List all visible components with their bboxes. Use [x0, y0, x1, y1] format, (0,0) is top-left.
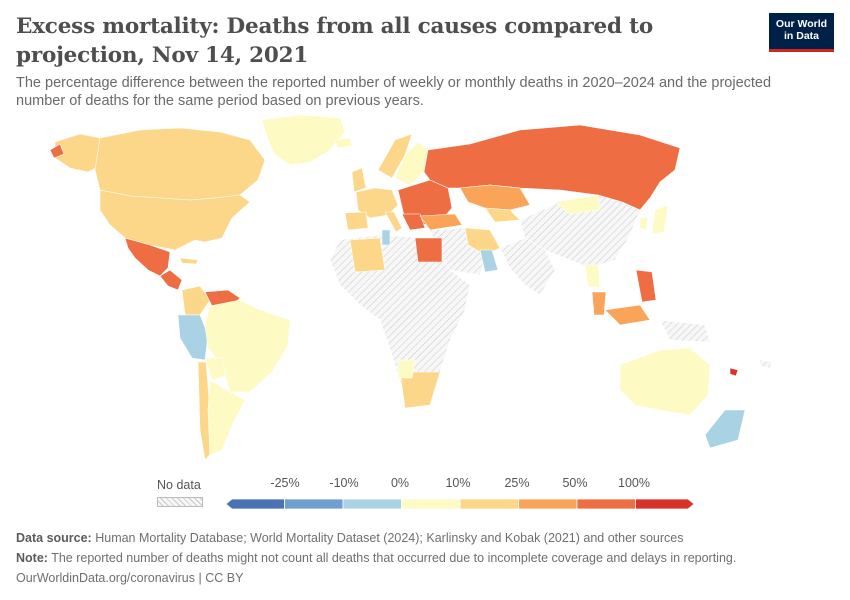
- region-central-america[interactable]: [159, 269, 183, 291]
- region-south-asia-nodata[interactable]: [499, 237, 556, 296]
- region-argentina[interactable]: [207, 379, 246, 456]
- chart-subtitle: The percentage difference between the re…: [16, 75, 772, 109]
- region-australia[interactable]: [619, 347, 711, 416]
- region-turkey[interactable]: [419, 213, 463, 231]
- legend-bin[interactable]: [342, 498, 402, 510]
- footer-source: Data source: Human Mortality Database; W…: [16, 528, 836, 548]
- region-botswana[interactable]: [397, 359, 416, 379]
- region-united-states[interactable]: [99, 189, 251, 251]
- legend-no-data-label: No data: [157, 478, 201, 492]
- region-new-caledonia[interactable]: [729, 367, 739, 377]
- region-uk[interactable]: [351, 167, 367, 193]
- legend-bin[interactable]: [225, 498, 285, 510]
- region-thailand[interactable]: [584, 264, 601, 289]
- legend-bin[interactable]: [284, 498, 344, 510]
- legend-bin[interactable]: [459, 498, 519, 510]
- region-philippines[interactable]: [635, 269, 657, 303]
- world-map: [49, 114, 773, 461]
- legend-bin[interactable]: [635, 498, 695, 510]
- legend-tick-label: 25%: [504, 476, 530, 490]
- region-alaska-tip[interactable]: [49, 143, 65, 159]
- region-norway[interactable]: [377, 133, 413, 179]
- region-balkans[interactable]: [401, 213, 426, 231]
- region-italy[interactable]: [384, 211, 403, 233]
- region-malaysia[interactable]: [591, 291, 607, 316]
- legend-bin[interactable]: [518, 498, 578, 510]
- region-japan[interactable]: [651, 204, 669, 235]
- legend-tick-label: -10%: [329, 476, 359, 490]
- region-iceland[interactable]: [333, 137, 353, 149]
- region-indonesia[interactable]: [604, 304, 651, 326]
- legend-no-data-swatch[interactable]: [157, 497, 203, 507]
- region-new-guinea-nodata[interactable]: [659, 319, 711, 343]
- region-brazil[interactable]: [204, 299, 291, 393]
- legend-tick-label: 50%: [562, 476, 588, 490]
- region-algeria[interactable]: [349, 237, 386, 273]
- region-uae-oman[interactable]: [479, 249, 499, 273]
- footer-note: Note: The reported number of deaths migh…: [16, 548, 836, 568]
- owid-logo[interactable]: Our World in Data: [769, 13, 834, 52]
- region-new-zealand[interactable]: [704, 409, 746, 449]
- region-colombia[interactable]: [181, 285, 211, 316]
- legend-color-bar: [225, 498, 695, 510]
- region-south-africa[interactable]: [399, 371, 441, 409]
- region-bolivia[interactable]: [204, 357, 227, 381]
- legend-tick-label: -25%: [270, 476, 300, 490]
- region-canada[interactable]: [94, 127, 266, 201]
- region-russia[interactable]: [423, 124, 681, 211]
- region-mongolia[interactable]: [554, 194, 601, 215]
- legend-bin[interactable]: [401, 498, 461, 510]
- region-kazakhstan[interactable]: [459, 184, 531, 211]
- footer-link[interactable]: OurWorldinData.org/coronavirus | CC BY: [16, 571, 244, 585]
- legend-bin[interactable]: [576, 498, 636, 510]
- region-western-europe[interactable]: [355, 187, 399, 219]
- source-text: Human Mortality Database; World Mortalit…: [95, 531, 684, 545]
- logo-line-1: Our World: [775, 18, 828, 30]
- chart-title: Excess mortality: Deaths from all causes…: [16, 14, 654, 68]
- legend-tick-label: 10%: [445, 476, 471, 490]
- region-tunisia[interactable]: [381, 229, 391, 246]
- region-cuba[interactable]: [179, 257, 199, 265]
- footer: Data source: Human Mortality Database; W…: [16, 528, 836, 588]
- region-egypt[interactable]: [414, 237, 443, 263]
- region-uzbekistan[interactable]: [484, 207, 521, 223]
- legend-tick-label: 0%: [390, 476, 410, 490]
- region-iberia[interactable]: [344, 211, 369, 231]
- legend-tick-label: 100%: [618, 476, 650, 490]
- region-fiji[interactable]: [759, 359, 773, 369]
- source-label: Data source:: [16, 531, 92, 545]
- region-korea[interactable]: [639, 217, 649, 231]
- note-text: The reported number of deaths might not …: [51, 551, 737, 565]
- note-label: Note:: [16, 551, 48, 565]
- region-greenland[interactable]: [261, 114, 346, 166]
- logo-line-2: in Data: [783, 30, 819, 42]
- region-peru[interactable]: [177, 314, 209, 361]
